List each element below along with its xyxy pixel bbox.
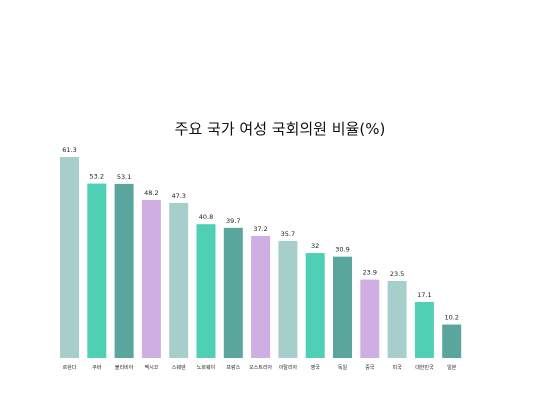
category-label-14: 일본 — [447, 364, 457, 371]
chart-title: 주요 국가 여성 국회의원 비율(%) — [175, 120, 386, 138]
bar-5 — [196, 224, 216, 358]
category-label-6: 프랑스 — [226, 364, 240, 371]
value-label-5: 40.8 — [199, 213, 213, 221]
value-label-12: 23.5 — [390, 270, 404, 278]
value-label-13: 17.1 — [417, 291, 431, 299]
category-label-0: 르완다 — [63, 364, 77, 371]
value-label-8: 35.7 — [281, 230, 295, 238]
bar-4 — [169, 202, 189, 358]
bar-14 — [442, 324, 462, 358]
bar-13 — [414, 301, 434, 358]
value-label-2: 53.1 — [117, 173, 131, 181]
value-label-9: 32 — [311, 242, 319, 250]
value-labels-group: 61.3 53.2 53.1 48.2 47.3 40.8 39.7 37.2 35.7 32 30… — [62, 146, 459, 322]
value-label-0: 61.3 — [62, 146, 76, 154]
bar-7 — [251, 236, 271, 358]
category-label-4: 스웨덴 — [172, 364, 186, 371]
value-label-14: 10.2 — [444, 314, 458, 322]
bar-2 — [114, 183, 134, 358]
bar-11 — [360, 279, 380, 358]
category-label-1: 쿠바 — [92, 364, 102, 371]
bar-0 — [60, 157, 79, 358]
category-label-12: 미국 — [392, 364, 402, 371]
category-label-11: 중국 — [365, 365, 375, 371]
bar-10 — [333, 256, 352, 358]
value-label-1: 53.2 — [90, 173, 104, 181]
bar-3 — [141, 199, 161, 358]
category-label-2: 볼리비아 — [115, 364, 134, 371]
category-label-3: 멕시코 — [144, 364, 158, 371]
value-label-6: 39.7 — [226, 217, 240, 225]
category-label-9: 영국 — [311, 364, 321, 371]
bar-6 — [223, 227, 243, 358]
value-label-10: 30.9 — [335, 246, 349, 254]
category-label-7: 오스트리아 — [249, 364, 272, 371]
category-label-10: 독일 — [338, 364, 348, 371]
bar-1 — [87, 183, 107, 358]
category-label-5: 노르웨이 — [197, 364, 215, 371]
value-label-4: 47.3 — [171, 192, 185, 200]
category-label-8: 이탈리아 — [279, 364, 298, 371]
value-label-11: 23.9 — [363, 269, 377, 277]
value-label-7: 37.2 — [253, 225, 267, 233]
bar-12 — [387, 280, 407, 358]
bars-group — [60, 157, 462, 358]
value-label-3: 48.2 — [144, 189, 158, 197]
bar-9 — [305, 253, 325, 358]
category-label-13: 대한민국 — [415, 364, 434, 371]
category-labels-group: 르완다 쿠바 볼리비아 멕시코 스웨덴 노르웨이 프랑스 오스트리아 이탈리아 영국 독일 중국 미국 대… — [63, 364, 457, 371]
bar-8 — [278, 240, 298, 358]
